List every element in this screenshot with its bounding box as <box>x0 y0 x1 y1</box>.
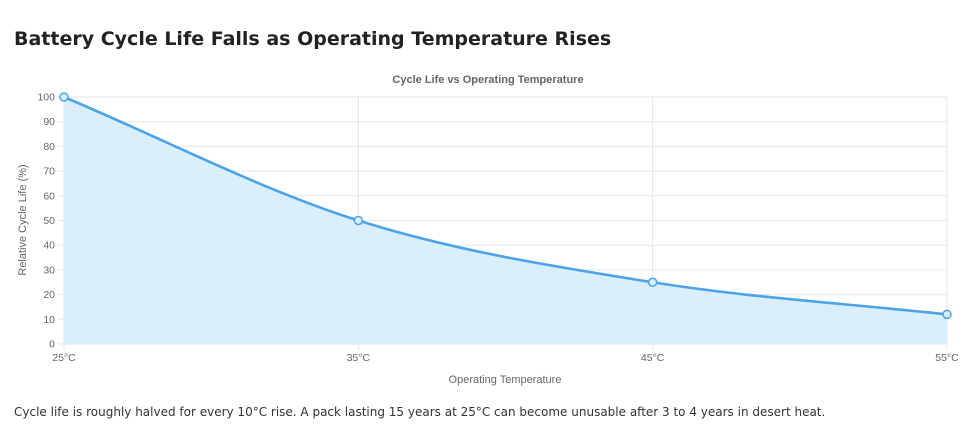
data-point[interactable] <box>59 92 69 102</box>
y-tick-label: 90 <box>43 116 55 128</box>
data-point[interactable] <box>353 215 364 226</box>
chart-container: Cycle Life vs Operating Temperature 0 10 2… <box>0 62 972 392</box>
footnote: Cycle life is roughly halved for every 1… <box>14 405 826 419</box>
data-point[interactable] <box>647 277 658 287</box>
y-tick-label: 0 <box>49 339 55 351</box>
x-tick-label: 25°C <box>52 352 76 364</box>
line-chart: Cycle Life vs Operating Temperature 0 10 2… <box>17 74 959 386</box>
y-tick-label: 30 <box>43 264 55 276</box>
series-line <box>62 95 949 316</box>
chart-title: Cycle Life vs Operating Temperature <box>392 74 583 86</box>
data-point[interactable] <box>942 309 952 320</box>
y-tick-label: 10 <box>43 314 55 326</box>
y-tick-label: 50 <box>43 215 55 227</box>
x-axis-title: Operating Temperature <box>449 374 562 386</box>
data-points-layer <box>59 92 952 320</box>
y-tick-label: 100 <box>37 92 55 104</box>
y-tick-label: 70 <box>43 166 55 178</box>
x-axis-ticks: 25°C 35°C 45°C 55°C <box>52 352 959 364</box>
x-tick-label: 55°C <box>935 352 959 364</box>
y-tick-label: 40 <box>43 240 55 252</box>
page-title: Battery Cycle Life Falls as Operating Te… <box>14 28 612 50</box>
area-fill-layer <box>64 97 947 344</box>
y-tick-label: 20 <box>43 289 55 301</box>
y-tick-label: 80 <box>43 141 55 153</box>
x-tick-label: 35°C <box>347 352 371 364</box>
series-line-layer <box>62 95 949 316</box>
y-axis-title: Relative Cycle Life (%) <box>17 164 29 275</box>
y-axis-ticks: 0 10 20 30 40 50 60 70 80 90 100 <box>37 92 55 351</box>
series-area-fill <box>64 97 947 344</box>
y-tick-label: 60 <box>43 190 55 202</box>
x-tick-label: 45°C <box>641 352 665 364</box>
